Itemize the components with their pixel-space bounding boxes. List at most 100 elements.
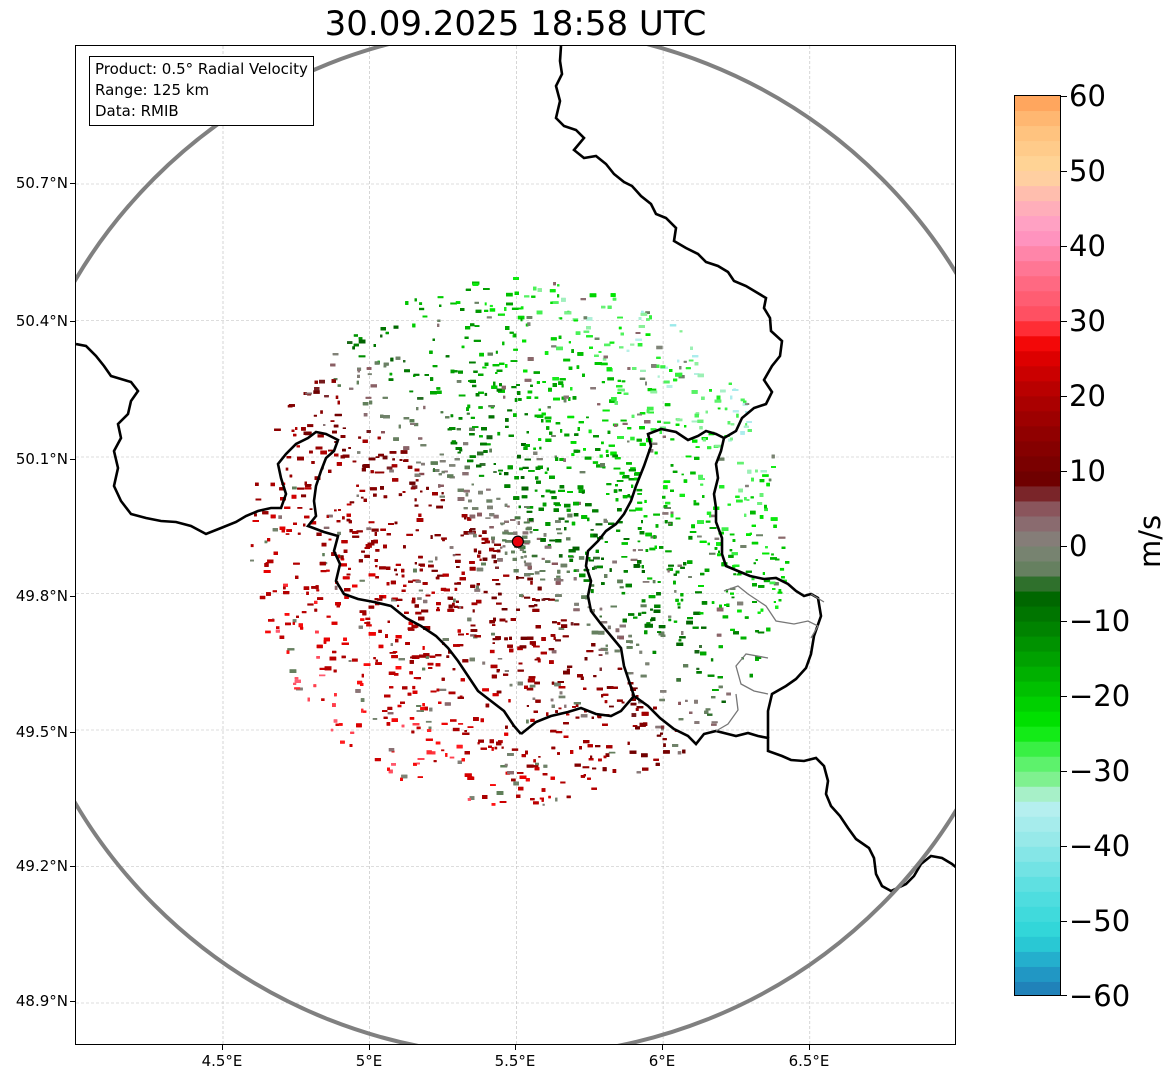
echo-gate (640, 604, 647, 608)
echo-gate (626, 640, 633, 643)
echo-gate (649, 547, 656, 551)
echo-gate (526, 316, 533, 319)
echo-gate (316, 532, 322, 536)
echo-gate (517, 681, 523, 686)
echo-gate (472, 609, 475, 613)
echo-gate (484, 392, 488, 396)
echo-gate (437, 323, 440, 327)
echo-gate (564, 527, 567, 531)
echo-gate (779, 567, 785, 571)
echo-gate (494, 746, 498, 750)
echo-gate (250, 544, 254, 548)
echo-gate (684, 425, 687, 428)
echo-gate (558, 627, 565, 630)
echo-gate (421, 609, 429, 613)
echo-gate (414, 422, 419, 427)
echo-gate (725, 589, 729, 593)
echo-gate (398, 493, 403, 497)
echo-gate (609, 568, 612, 572)
echo-gate (602, 357, 607, 361)
echo-gate (601, 441, 604, 445)
echo-gate (619, 471, 625, 475)
radar-map[interactable] (75, 45, 956, 1045)
echo-gate (522, 531, 529, 535)
echo-gate (382, 455, 388, 460)
echo-gate (654, 364, 660, 368)
echo-gate (688, 535, 693, 540)
echo-gate (566, 466, 572, 469)
echo-gate (478, 406, 483, 409)
echo-gate (530, 580, 533, 585)
echo-gate (591, 787, 597, 790)
echo-gate (564, 520, 569, 523)
echo-gate (504, 520, 509, 523)
echo-gate (428, 564, 434, 568)
echo-gate (478, 391, 484, 394)
echo-gate (297, 507, 303, 509)
echo-gate (265, 630, 271, 634)
echo-gate (541, 419, 544, 423)
echo-gate (621, 591, 626, 595)
echo-gate (304, 487, 312, 490)
echo-gate (441, 749, 445, 752)
echo-gate (489, 513, 495, 517)
echo-gate (313, 684, 317, 688)
echo-gate (612, 297, 617, 301)
echo-gate (525, 323, 529, 327)
echo-gate (639, 650, 643, 654)
echo-gate (554, 504, 561, 507)
echo-gate (663, 480, 671, 483)
echo-gate (416, 726, 421, 730)
echo-gate (470, 629, 478, 632)
echo-gate (297, 532, 301, 535)
echo-gate (757, 502, 763, 505)
echo-gate (683, 360, 687, 363)
echo-gate (358, 436, 362, 439)
echo-gate (344, 588, 351, 592)
echo-gate (660, 725, 665, 729)
echo-gate (771, 454, 775, 459)
echo-gate (314, 387, 320, 391)
echo-gate (464, 336, 469, 339)
echo-gate (579, 471, 586, 474)
echo-gate (484, 302, 487, 306)
echo-gate (600, 647, 608, 651)
echo-gate (486, 499, 493, 503)
echo-gate (578, 556, 585, 560)
echo-gate (645, 549, 649, 552)
echo-gate (551, 496, 557, 500)
echo-gate (470, 634, 477, 637)
echo-gate (366, 527, 372, 531)
echo-gate (549, 289, 556, 293)
echo-gate (556, 575, 561, 578)
echo-gate (572, 396, 577, 400)
echo-gate (523, 560, 526, 564)
echo-gate (371, 528, 379, 532)
echo-gate (313, 414, 317, 417)
echo-gate (522, 550, 527, 554)
echo-gate (497, 431, 501, 436)
echo-gate (472, 384, 477, 388)
echo-gate (638, 325, 645, 328)
echo-gate (491, 747, 494, 751)
echo-gate (641, 599, 646, 603)
echo-gate (338, 723, 343, 726)
echo-gate (546, 712, 549, 716)
echo-gate (712, 689, 719, 691)
echo-gate (483, 590, 488, 594)
echo-gate (745, 423, 748, 426)
echo-gate (770, 517, 778, 521)
echo-gate (419, 472, 425, 476)
echo-gate (513, 781, 519, 786)
echo-gate (728, 382, 732, 385)
echo-gate (496, 791, 504, 795)
echo-gate (510, 618, 516, 621)
echo-gate (588, 758, 594, 761)
echo-gate (448, 604, 453, 609)
echo-gate (466, 407, 469, 411)
echo-gate (636, 488, 643, 492)
echo-gate (636, 438, 642, 442)
echo-gate (527, 565, 532, 570)
echo-gate (764, 507, 768, 512)
echo-gate (495, 350, 498, 354)
